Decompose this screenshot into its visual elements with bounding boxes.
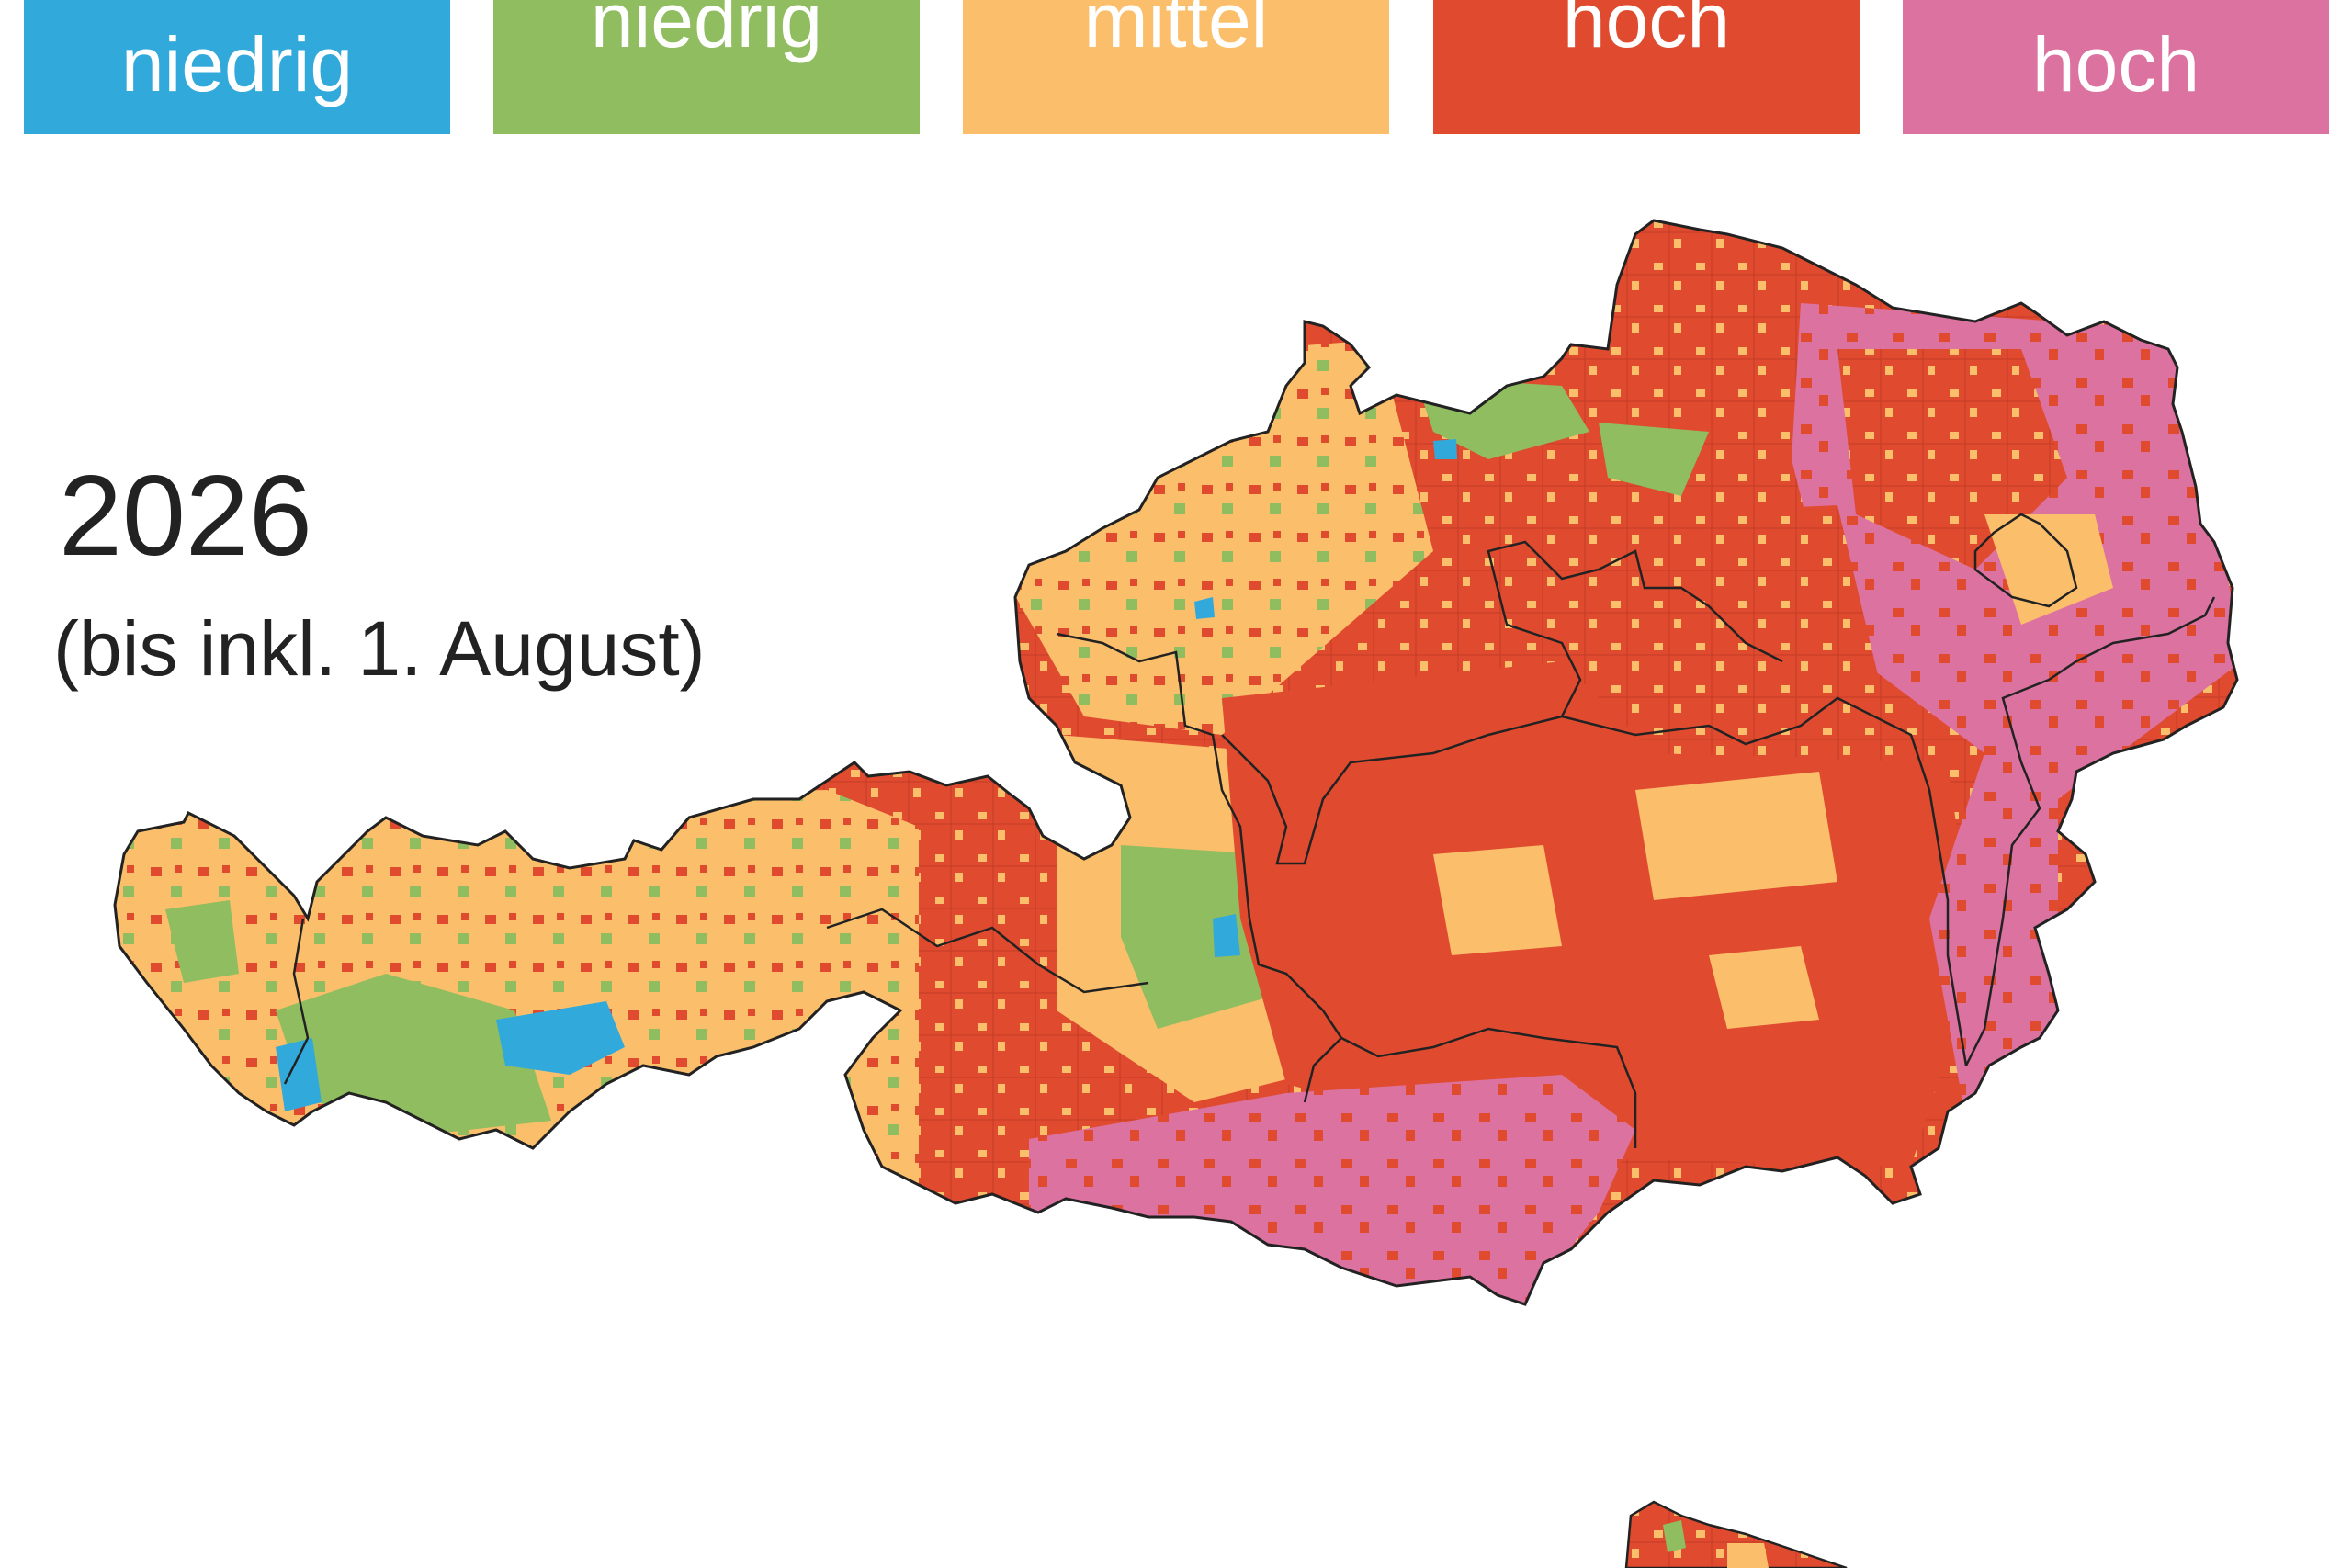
second-map-fragment — [1626, 1502, 1847, 1568]
